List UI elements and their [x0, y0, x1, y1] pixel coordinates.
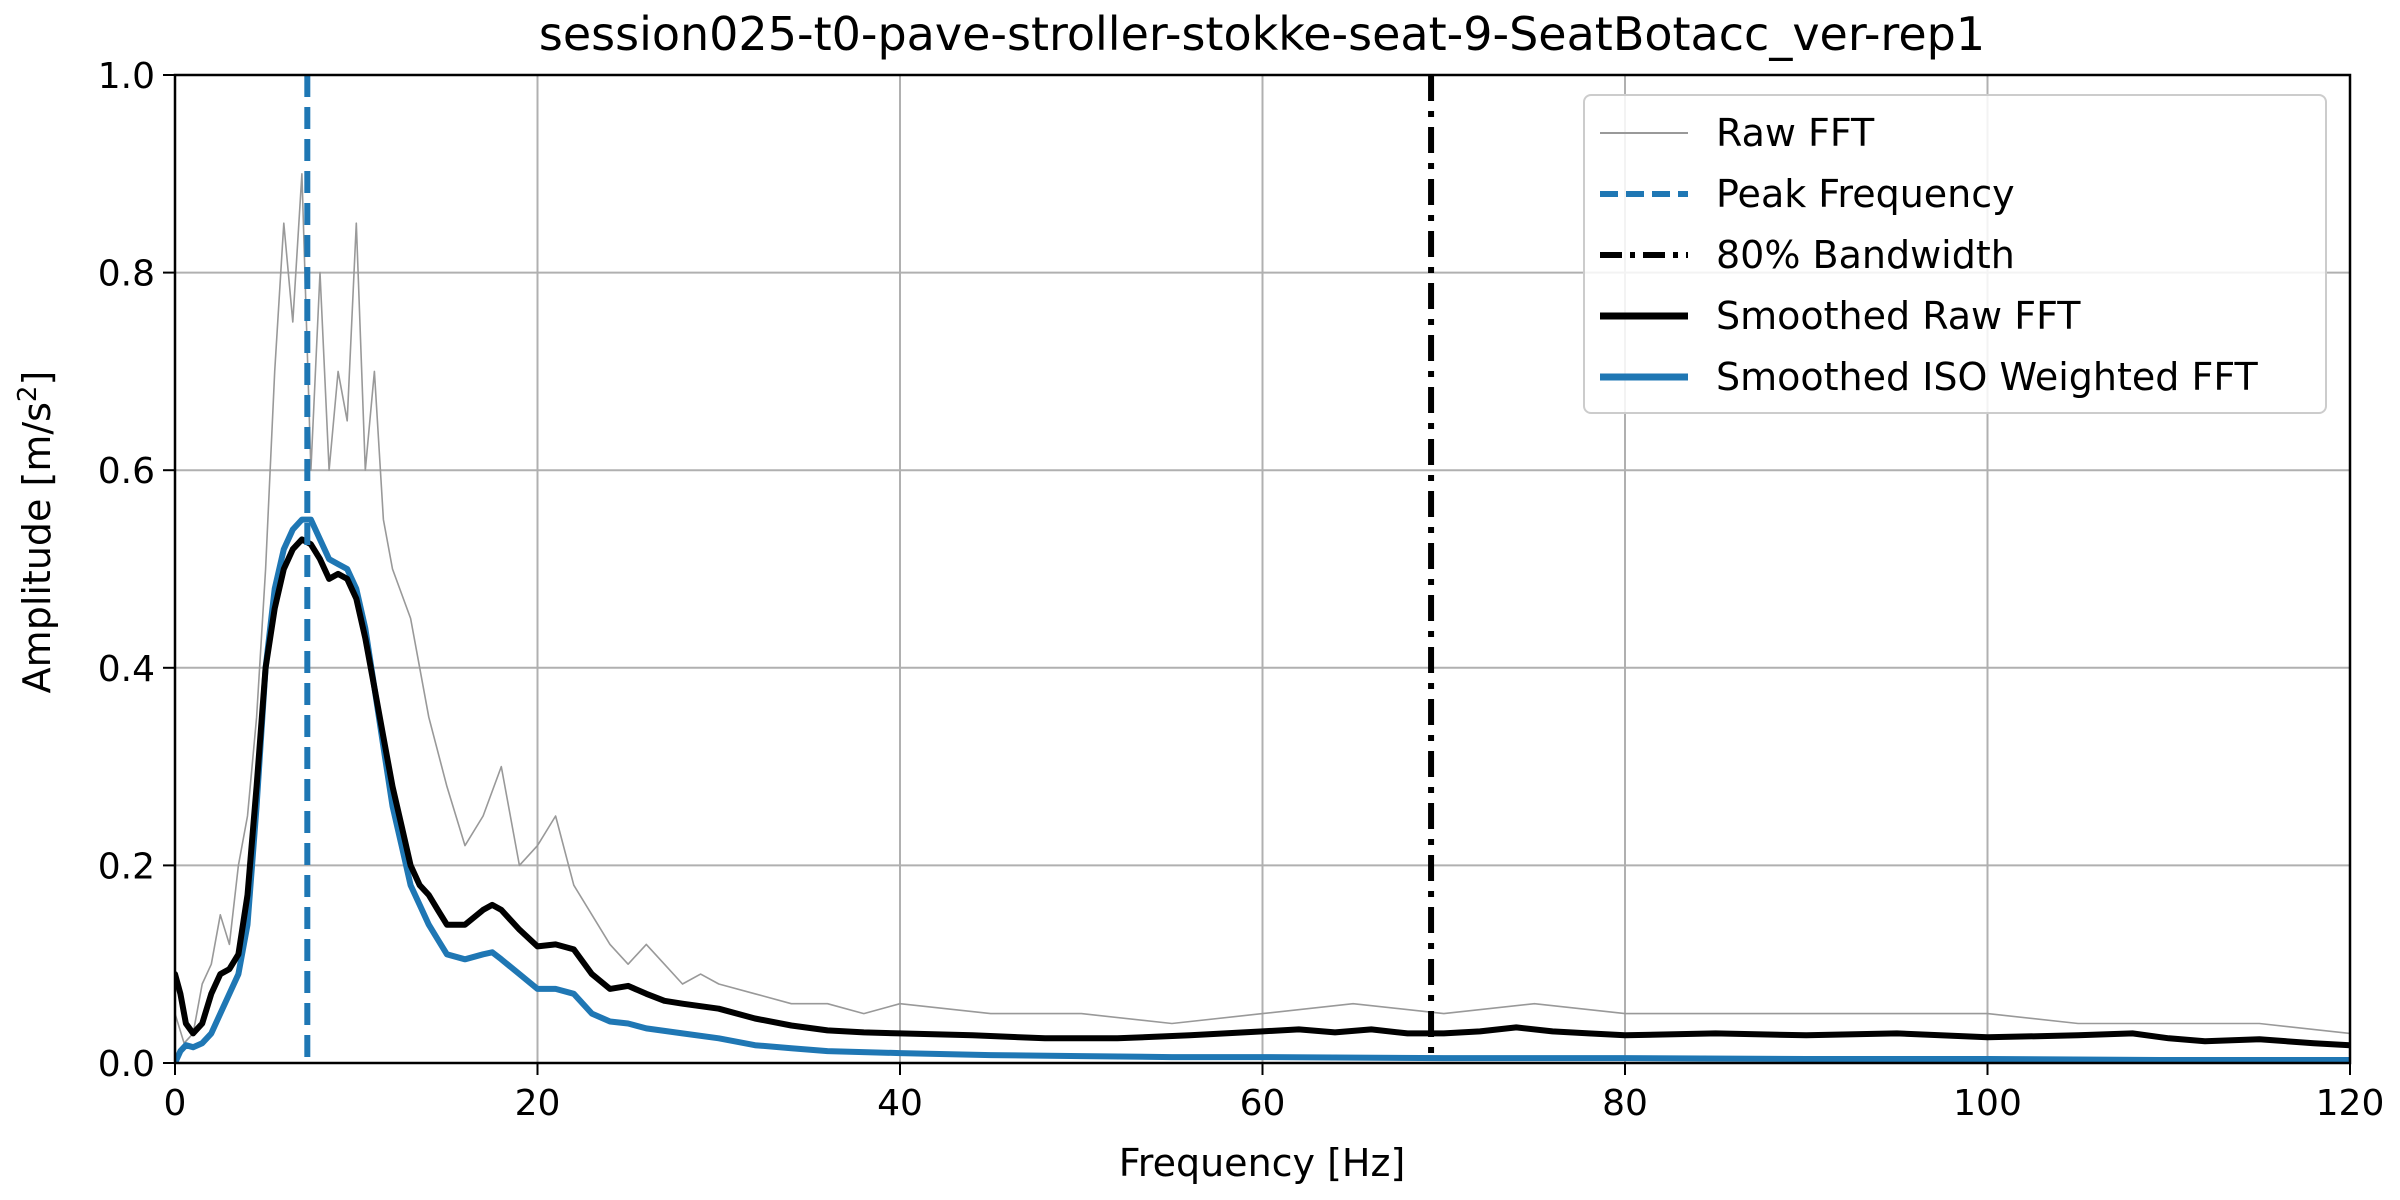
legend-label: Smoothed ISO Weighted FFT [1716, 355, 2259, 399]
y-axis-label-superscript: 2 [13, 386, 43, 403]
legend: Raw FFT Peak Frequency 80% Bandwidth Smooth… [1583, 94, 2327, 414]
legend-label: 80% Bandwidth [1716, 233, 2015, 277]
x-tick-label: 0 [164, 1083, 187, 1124]
y-axis-label-main: Amplitude [m/s [15, 402, 59, 693]
y-axis-ticks: 0.0 0.2 0.4 0.6 0.8 1.0 [98, 56, 175, 1085]
series-layer [175, 173, 2350, 1063]
x-axis-label: Frequency [Hz] [1119, 1141, 1406, 1185]
legend-box [1583, 94, 2327, 414]
y-tick-label: 0.6 [98, 451, 155, 492]
y-tick-label: 0.0 [98, 1044, 155, 1085]
y-tick-label: 1.0 [98, 56, 155, 97]
x-tick-label: 120 [2316, 1083, 2385, 1124]
x-tick-label: 60 [1240, 1083, 1286, 1124]
legend-label: Smoothed Raw FFT [1716, 294, 2081, 338]
reference-lines [304, 75, 1435, 1063]
x-axis-ticks: 0 20 40 60 80 100 120 [164, 1063, 2385, 1124]
x-tick-label: 80 [1602, 1083, 1648, 1124]
series-line-smoothed-raw [175, 536, 2350, 1049]
y-axis-label-tail: ] [15, 371, 59, 386]
x-tick-label: 20 [515, 1083, 561, 1124]
y-tick-label: 0.8 [98, 254, 155, 295]
series-line-raw [175, 173, 2350, 1044]
legend-label: Raw FFT [1716, 111, 1875, 155]
legend-label: Peak Frequency [1716, 172, 2015, 216]
y-axis-label: Amplitude [m/s2] [13, 371, 59, 694]
y-tick-label: 0.4 [98, 649, 155, 690]
y-tick-label: 0.2 [98, 846, 155, 887]
chart-title: session025-t0-pave-stroller-stokke-seat-… [539, 7, 1985, 61]
x-tick-label: 40 [877, 1083, 923, 1124]
x-tick-label: 100 [1953, 1083, 2022, 1124]
